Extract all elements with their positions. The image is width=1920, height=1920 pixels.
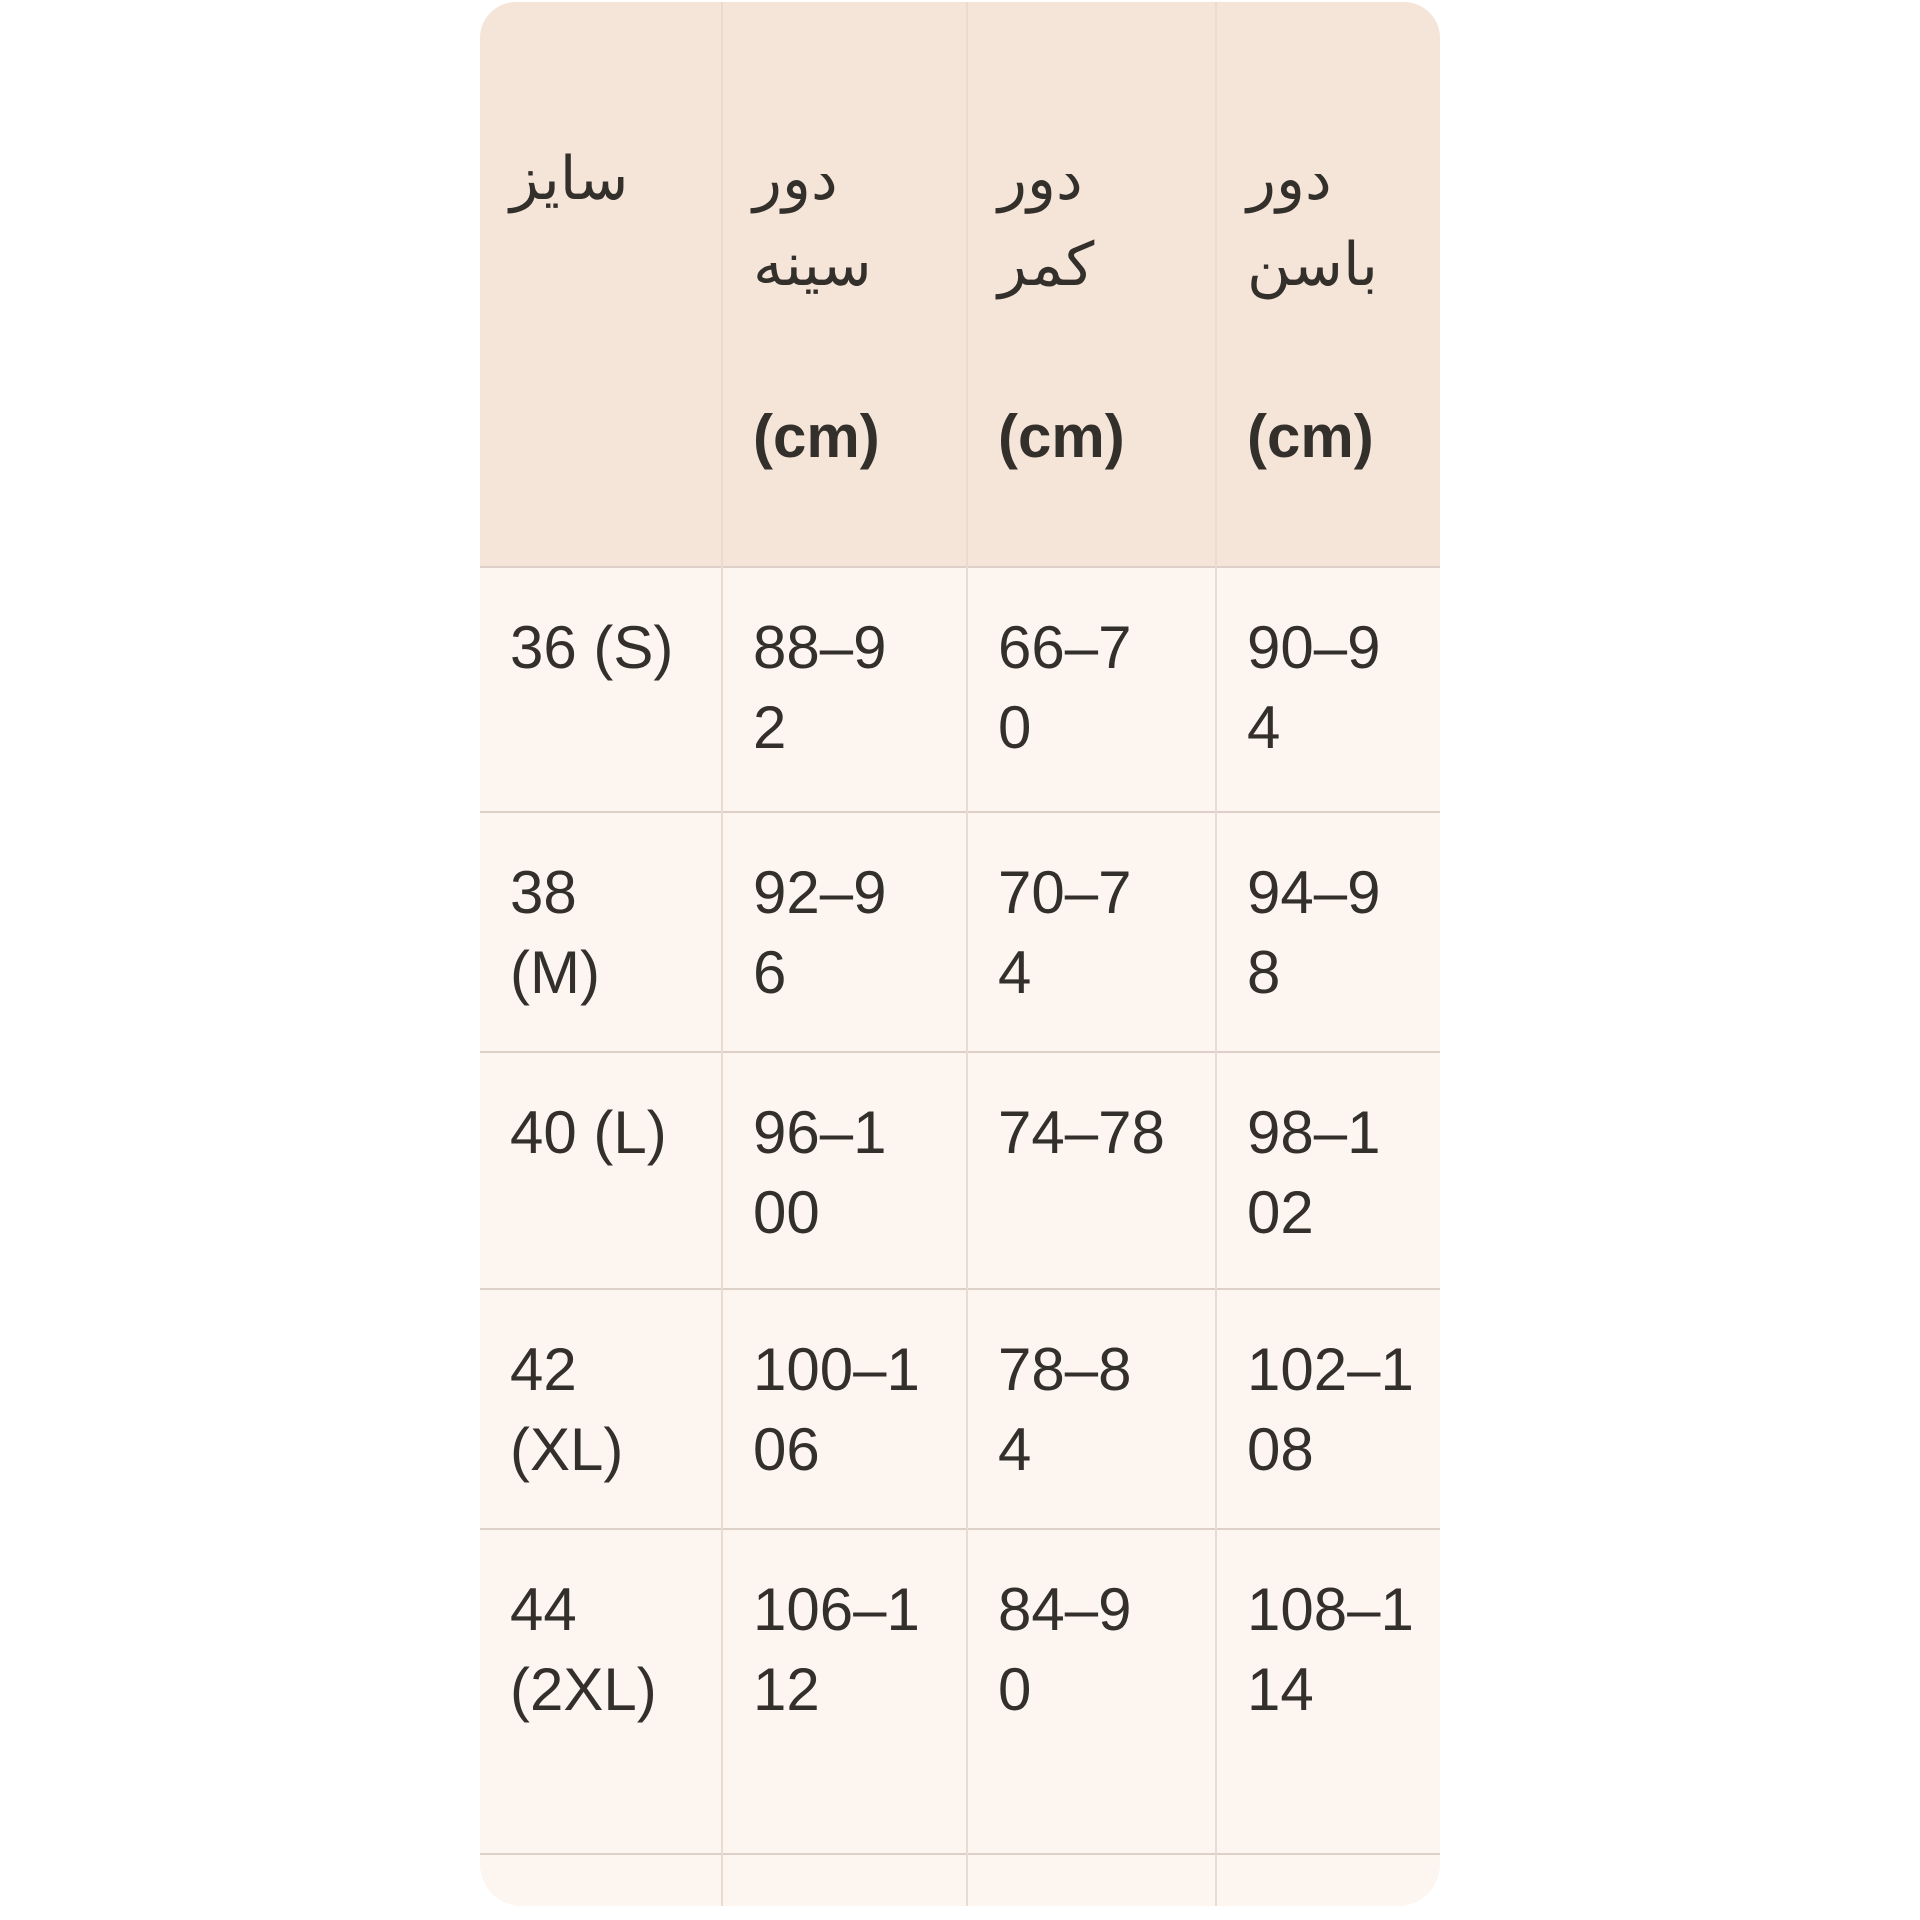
waist-cell: 70–7 4 xyxy=(966,811,1216,1052)
column-header-size-label: سایز xyxy=(510,145,629,212)
size-cell: 36 (S) xyxy=(480,566,722,812)
table-row-44-2xl: 44 (2XL) 106–1 12 84–9 0 108–1 14 xyxy=(480,1528,1440,1854)
hip-cell: 102–1 08 xyxy=(1215,1288,1440,1529)
column-header-waist-unit: (cm) xyxy=(998,403,1125,470)
column-header-waist: دور کمر (cm) xyxy=(966,2,1216,567)
waist-cell: 78–8 4 xyxy=(966,1288,1216,1529)
size-chart-table: سایز دور سینه (cm) دور کمر (cm) دور باسن… xyxy=(480,2,1440,1906)
hip-cell: 108–1 14 xyxy=(1215,1528,1440,1854)
column-header-hip-label: دور باسن xyxy=(1247,145,1378,298)
column-header-bust-unit: (cm) xyxy=(753,403,880,470)
table-row-46-3xl: 46 (3XL) 112–11 8 90–9 6 114–1 20 xyxy=(480,1853,1440,1906)
bust-cell: 106–1 12 xyxy=(721,1528,967,1854)
size-cell: 42 (XL) xyxy=(480,1288,722,1529)
column-header-hip: دور باسن (cm) xyxy=(1215,2,1440,567)
waist-cell: 66–7 0 xyxy=(966,566,1216,812)
size-cell: 44 (2XL) xyxy=(480,1528,722,1854)
table-row-40l: 40 (L) 96–1 00 74–78 98–1 02 xyxy=(480,1051,1440,1289)
column-header-bust: دور سینه (cm) xyxy=(721,2,967,567)
size-cell: 40 (L) xyxy=(480,1051,722,1289)
table-row-36s: 36 (S) 88–9 2 66–7 0 90–9 4 xyxy=(480,566,1440,812)
waist-cell: 84–9 0 xyxy=(966,1528,1216,1854)
size-cell: 38 (M) xyxy=(480,811,722,1052)
waist-cell: 74–78 xyxy=(966,1051,1216,1289)
header-row: سایز دور سینه (cm) دور کمر (cm) دور باسن… xyxy=(480,2,1440,567)
table-row-38m: 38 (M) 92–9 6 70–7 4 94–9 8 xyxy=(480,811,1440,1052)
bust-cell: 88–9 2 xyxy=(721,566,967,812)
column-header-bust-label: دور سینه xyxy=(753,145,872,298)
column-header-size: سایز xyxy=(480,2,722,567)
size-chart-card: سایز دور سینه (cm) دور کمر (cm) دور باسن… xyxy=(480,2,1440,1906)
waist-cell: 90–9 6 xyxy=(966,1853,1216,1906)
hip-cell: 98–1 02 xyxy=(1215,1051,1440,1289)
hip-cell: 90–9 4 xyxy=(1215,566,1440,812)
bust-cell: 92–9 6 xyxy=(721,811,967,1052)
table-row-42xl: 42 (XL) 100–1 06 78–8 4 102–1 08 xyxy=(480,1288,1440,1529)
size-cell: 46 (3XL) xyxy=(480,1853,722,1906)
hip-cell: 94–9 8 xyxy=(1215,811,1440,1052)
bust-cell: 112–11 8 xyxy=(721,1853,967,1906)
bust-cell: 100–1 06 xyxy=(721,1288,967,1529)
column-header-hip-unit: (cm) xyxy=(1247,403,1374,470)
column-header-waist-label: دور کمر xyxy=(998,145,1095,298)
bust-cell: 96–1 00 xyxy=(721,1051,967,1289)
hip-cell: 114–1 20 xyxy=(1215,1853,1440,1906)
